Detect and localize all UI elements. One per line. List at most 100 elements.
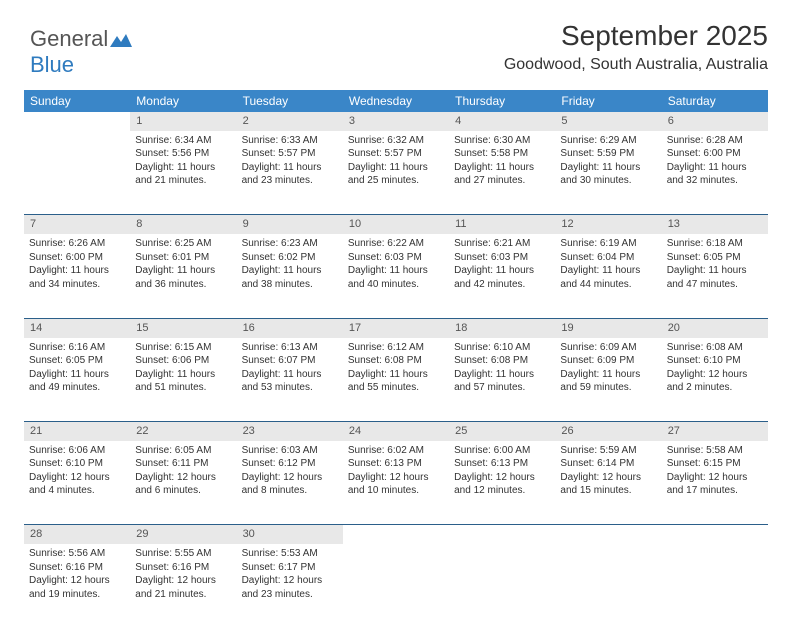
day-cell: Sunrise: 6:28 AMSunset: 6:00 PMDaylight:… — [662, 131, 768, 215]
sunset-text: Sunset: 6:04 PM — [560, 251, 656, 265]
day-number: 13 — [662, 215, 768, 234]
day-cell — [449, 544, 555, 628]
sunrise-text: Sunrise: 6:25 AM — [135, 237, 231, 251]
day-number: 21 — [24, 422, 130, 441]
day-cell: Sunrise: 6:19 AMSunset: 6:04 PMDaylight:… — [555, 234, 661, 318]
header: September 2025 Goodwood, South Australia… — [24, 20, 768, 74]
daylight-text-2: and 55 minutes. — [348, 381, 444, 395]
day-cell: Sunrise: 6:33 AMSunset: 5:57 PMDaylight:… — [237, 131, 343, 215]
sunrise-text: Sunrise: 6:19 AM — [560, 237, 656, 251]
sunrise-text: Sunrise: 6:32 AM — [348, 134, 444, 148]
sunset-text: Sunset: 5:57 PM — [242, 147, 338, 161]
sunrise-text: Sunrise: 6:21 AM — [454, 237, 550, 251]
day-content-row: Sunrise: 6:26 AMSunset: 6:00 PMDaylight:… — [24, 234, 768, 318]
sunset-text: Sunset: 6:16 PM — [29, 561, 125, 575]
daylight-text-1: Daylight: 12 hours — [667, 471, 763, 485]
day-cell — [662, 544, 768, 628]
sunrise-text: Sunrise: 6:13 AM — [242, 341, 338, 355]
weekday-header: Sunday — [24, 90, 130, 112]
daylight-text-2: and 53 minutes. — [242, 381, 338, 395]
page-subtitle: Goodwood, South Australia, Australia — [24, 56, 768, 74]
sunrise-text: Sunrise: 6:00 AM — [454, 444, 550, 458]
day-cell: Sunrise: 6:06 AMSunset: 6:10 PMDaylight:… — [24, 441, 130, 525]
daylight-text-1: Daylight: 12 hours — [242, 471, 338, 485]
daylight-text-1: Daylight: 12 hours — [348, 471, 444, 485]
sunrise-text: Sunrise: 6:15 AM — [135, 341, 231, 355]
day-number — [662, 525, 768, 544]
day-number: 7 — [24, 215, 130, 234]
day-cell: Sunrise: 5:55 AMSunset: 6:16 PMDaylight:… — [130, 544, 236, 628]
day-cell: Sunrise: 5:53 AMSunset: 6:17 PMDaylight:… — [237, 544, 343, 628]
daylight-text-1: Daylight: 11 hours — [135, 264, 231, 278]
sunrise-text: Sunrise: 6:23 AM — [242, 237, 338, 251]
day-cell: Sunrise: 6:26 AMSunset: 6:00 PMDaylight:… — [24, 234, 130, 318]
day-cell: Sunrise: 6:18 AMSunset: 6:05 PMDaylight:… — [662, 234, 768, 318]
weekday-header: Tuesday — [237, 90, 343, 112]
sunset-text: Sunset: 6:10 PM — [29, 457, 125, 471]
daylight-text-2: and 27 minutes. — [454, 174, 550, 188]
day-number: 14 — [24, 318, 130, 337]
day-number: 3 — [343, 112, 449, 131]
day-number — [449, 525, 555, 544]
day-number: 9 — [237, 215, 343, 234]
sunset-text: Sunset: 6:00 PM — [667, 147, 763, 161]
sunrise-text: Sunrise: 5:53 AM — [242, 547, 338, 561]
day-number: 19 — [555, 318, 661, 337]
sunrise-text: Sunrise: 5:56 AM — [29, 547, 125, 561]
daylight-text-2: and 17 minutes. — [667, 484, 763, 498]
calendar-table: SundayMondayTuesdayWednesdayThursdayFrid… — [24, 90, 768, 628]
weekday-header: Friday — [555, 90, 661, 112]
daylight-text-1: Daylight: 11 hours — [560, 264, 656, 278]
daylight-text-2: and 12 minutes. — [454, 484, 550, 498]
day-cell: Sunrise: 6:16 AMSunset: 6:05 PMDaylight:… — [24, 338, 130, 422]
daylight-text-2: and 36 minutes. — [135, 278, 231, 292]
sunset-text: Sunset: 6:12 PM — [242, 457, 338, 471]
day-number: 26 — [555, 422, 661, 441]
daylight-text-1: Daylight: 12 hours — [560, 471, 656, 485]
sunset-text: Sunset: 6:06 PM — [135, 354, 231, 368]
sunrise-text: Sunrise: 6:03 AM — [242, 444, 338, 458]
day-cell: Sunrise: 6:12 AMSunset: 6:08 PMDaylight:… — [343, 338, 449, 422]
logo-text-1: General — [30, 26, 108, 51]
sunrise-text: Sunrise: 6:09 AM — [560, 341, 656, 355]
daylight-text-2: and 23 minutes. — [242, 588, 338, 602]
daylight-text-2: and 38 minutes. — [242, 278, 338, 292]
sunset-text: Sunset: 6:05 PM — [29, 354, 125, 368]
sunrise-text: Sunrise: 6:29 AM — [560, 134, 656, 148]
sunrise-text: Sunrise: 6:28 AM — [667, 134, 763, 148]
day-number: 27 — [662, 422, 768, 441]
daylight-text-2: and 57 minutes. — [454, 381, 550, 395]
day-number-row: 21222324252627 — [24, 422, 768, 441]
day-number — [24, 112, 130, 131]
page-title: September 2025 — [24, 20, 768, 52]
day-cell: Sunrise: 6:15 AMSunset: 6:06 PMDaylight:… — [130, 338, 236, 422]
daylight-text-1: Daylight: 11 hours — [454, 368, 550, 382]
day-cell: Sunrise: 6:05 AMSunset: 6:11 PMDaylight:… — [130, 441, 236, 525]
day-number: 29 — [130, 525, 236, 544]
day-number-row: 14151617181920 — [24, 318, 768, 337]
day-number: 8 — [130, 215, 236, 234]
sunset-text: Sunset: 6:13 PM — [454, 457, 550, 471]
daylight-text-1: Daylight: 11 hours — [560, 368, 656, 382]
daylight-text-1: Daylight: 11 hours — [135, 368, 231, 382]
sunrise-text: Sunrise: 6:34 AM — [135, 134, 231, 148]
sunset-text: Sunset: 6:09 PM — [560, 354, 656, 368]
day-number: 2 — [237, 112, 343, 131]
sunset-text: Sunset: 5:56 PM — [135, 147, 231, 161]
day-number-row: 282930 — [24, 525, 768, 544]
daylight-text-2: and 23 minutes. — [242, 174, 338, 188]
sunset-text: Sunset: 6:00 PM — [29, 251, 125, 265]
logo-text-2: Blue — [30, 52, 74, 77]
day-cell: Sunrise: 5:56 AMSunset: 6:16 PMDaylight:… — [24, 544, 130, 628]
day-content-row: Sunrise: 6:16 AMSunset: 6:05 PMDaylight:… — [24, 338, 768, 422]
daylight-text-2: and 49 minutes. — [29, 381, 125, 395]
daylight-text-1: Daylight: 12 hours — [135, 574, 231, 588]
daylight-text-2: and 19 minutes. — [29, 588, 125, 602]
sunset-text: Sunset: 6:16 PM — [135, 561, 231, 575]
day-number: 1 — [130, 112, 236, 131]
day-cell: Sunrise: 6:34 AMSunset: 5:56 PMDaylight:… — [130, 131, 236, 215]
sunrise-text: Sunrise: 6:08 AM — [667, 341, 763, 355]
daylight-text-1: Daylight: 12 hours — [29, 471, 125, 485]
daylight-text-1: Daylight: 11 hours — [348, 161, 444, 175]
sunset-text: Sunset: 6:11 PM — [135, 457, 231, 471]
